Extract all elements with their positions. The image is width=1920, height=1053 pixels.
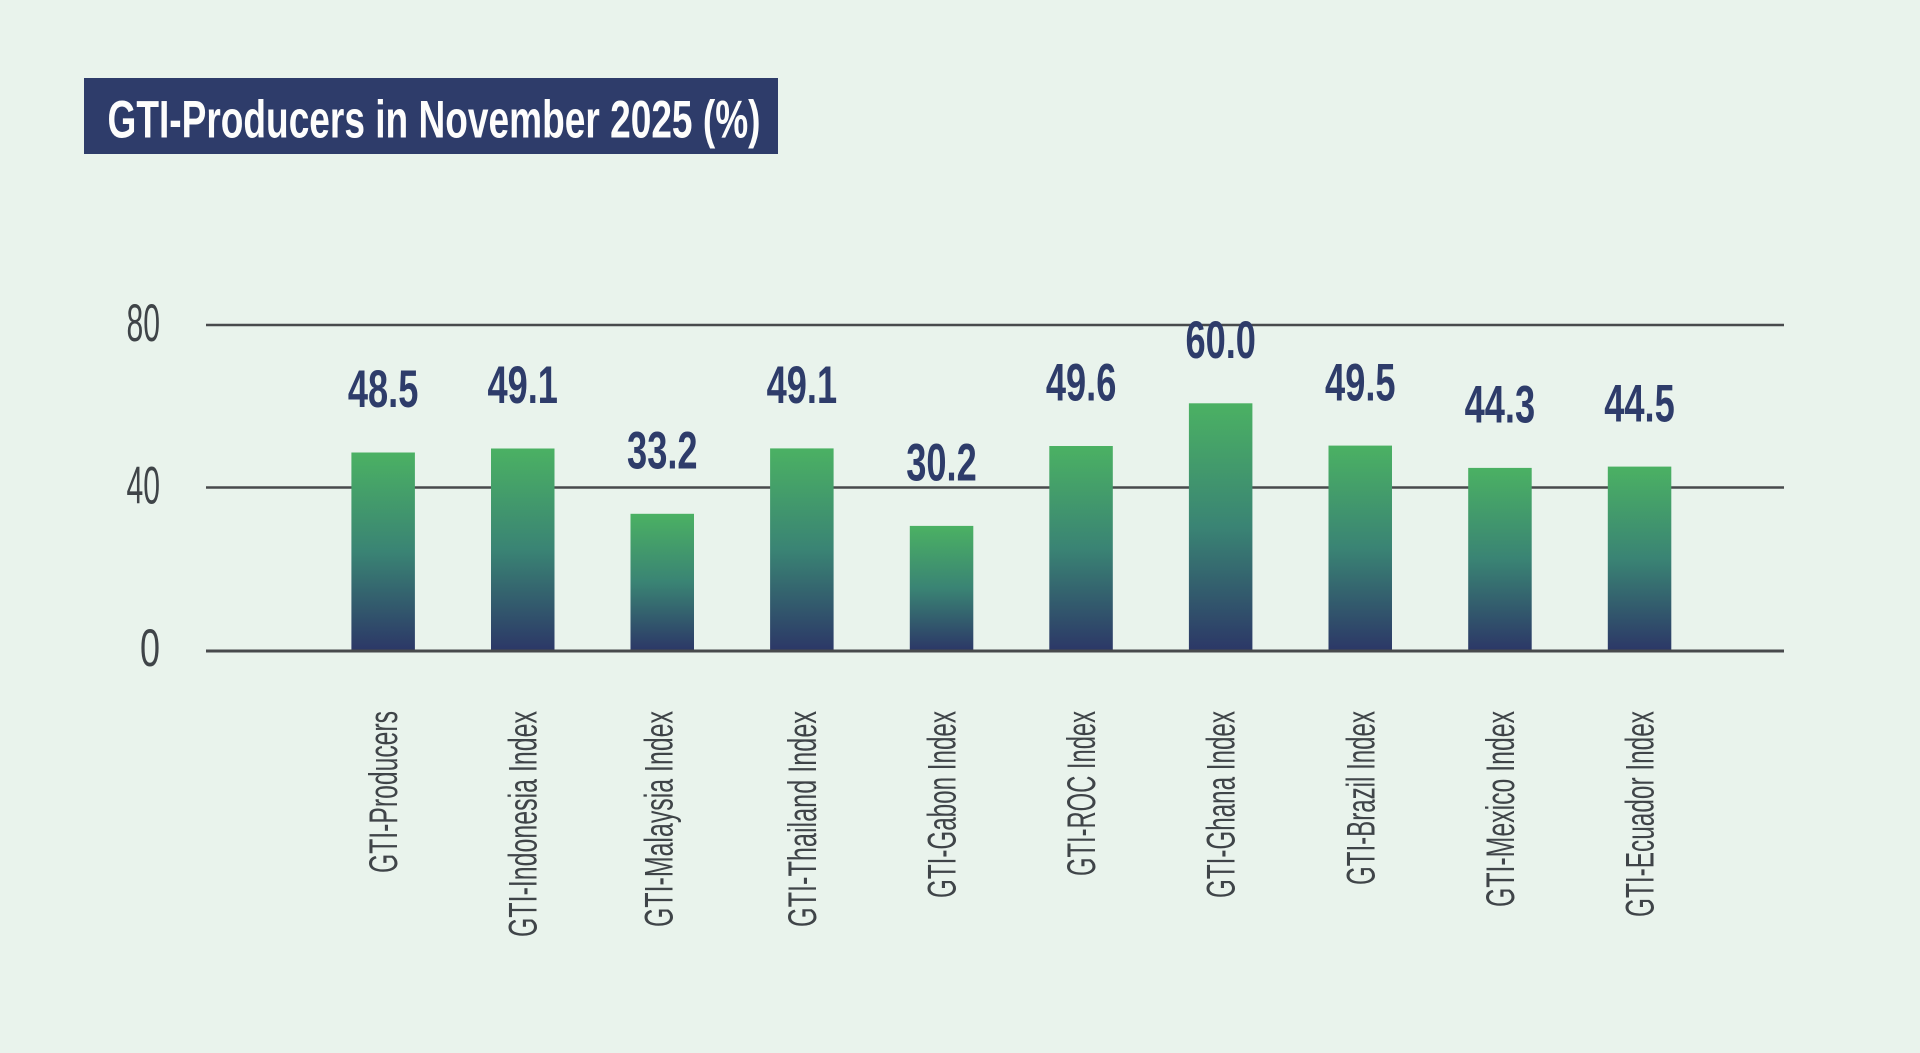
svg-text:GTI-Producers: GTI-Producers [362, 711, 406, 873]
svg-text:GTI-Indonesia Index: GTI-Indonesia Index [502, 711, 546, 937]
svg-text:0: 0 [140, 619, 160, 678]
svg-text:GTI-ROC Index: GTI-ROC Index [1060, 711, 1104, 876]
svg-text:44.5: 44.5 [1604, 374, 1675, 433]
svg-text:49.1: 49.1 [767, 356, 838, 415]
svg-text:GTI-Thailand Index: GTI-Thailand Index [781, 711, 825, 927]
svg-text:40: 40 [127, 457, 161, 516]
svg-text:60.0: 60.0 [1185, 311, 1256, 370]
svg-text:GTI-Gabon Index: GTI-Gabon Index [921, 711, 965, 898]
svg-text:GTI-Malaysia Index: GTI-Malaysia Index [637, 711, 681, 927]
svg-text:48.5: 48.5 [348, 360, 419, 419]
svg-text:49.1: 49.1 [487, 356, 558, 415]
svg-text:80: 80 [127, 294, 161, 353]
svg-text:44.3: 44.3 [1465, 376, 1536, 435]
svg-text:33.2: 33.2 [627, 422, 698, 481]
svg-text:GTI-Ecuador Index: GTI-Ecuador Index [1619, 711, 1663, 917]
svg-text:49.6: 49.6 [1046, 354, 1117, 413]
svg-text:GTI-Ghana Index: GTI-Ghana Index [1200, 711, 1244, 898]
svg-text:49.5: 49.5 [1325, 353, 1396, 412]
svg-text:GTI-Mexico Index: GTI-Mexico Index [1479, 711, 1523, 907]
svg-text:GTI-Brazil Index: GTI-Brazil Index [1339, 711, 1383, 885]
svg-text:30.2: 30.2 [906, 434, 977, 493]
svg-text:GTI-Producers in November 2025: GTI-Producers in November 2025 (%) [108, 91, 761, 150]
